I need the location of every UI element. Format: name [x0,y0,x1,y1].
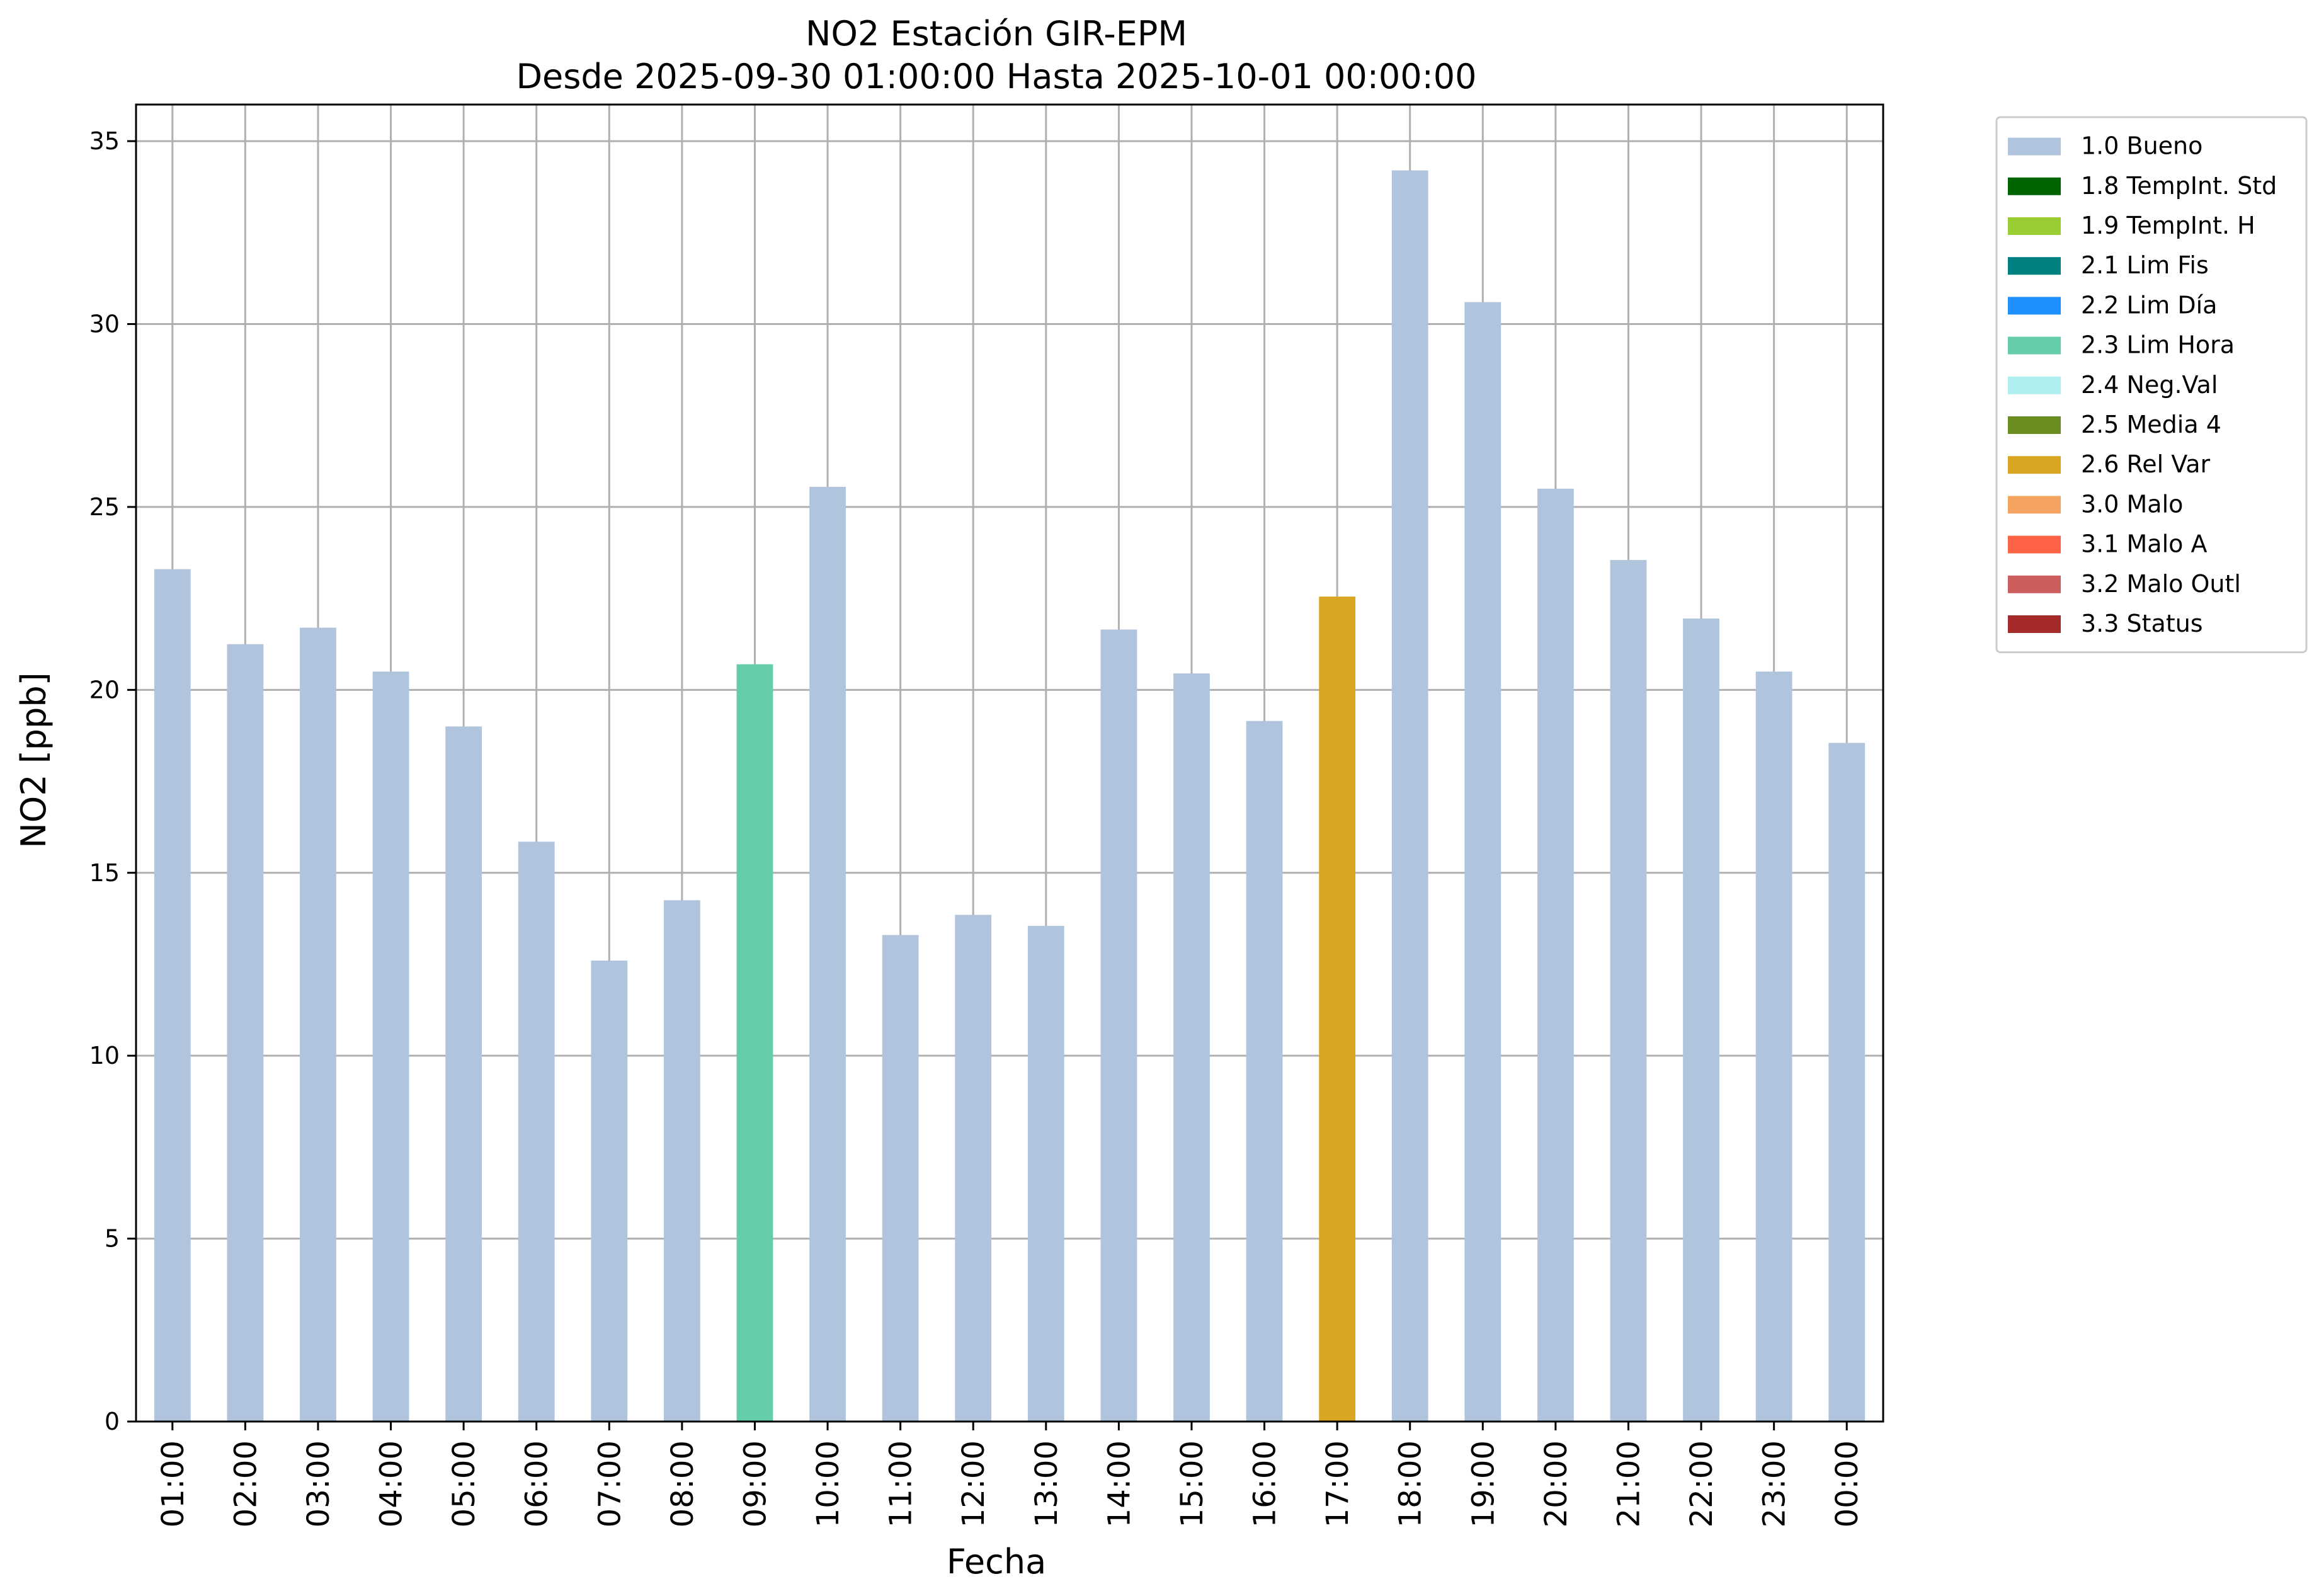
bar-1600 [1246,721,1283,1422]
y-tick-label: 10 [89,1042,120,1069]
chart-title: NO2 Estación GIR-EPM [806,14,1187,54]
bar-0600 [518,841,555,1422]
bar-0300 [300,627,336,1422]
legend-label: 2.2 Lim Día [2081,291,2217,319]
legend-swatch [2008,496,2061,514]
y-tick-label: 20 [89,676,120,704]
bar-1500 [1173,673,1210,1422]
y-tick-label: 5 [105,1225,120,1253]
bar-0400 [372,671,409,1422]
bar-0700 [591,960,628,1422]
legend-swatch [2008,297,2061,315]
y-axis-label: NO2 [ppb] [14,672,54,848]
x-tick-label: 20:00 [1539,1440,1574,1527]
x-tick-label: 08:00 [665,1440,700,1527]
y-tick-label: 15 [89,859,120,887]
y-axis: 0 5 10 15 20 25 30 35 [89,127,136,1435]
bar-2300 [1755,671,1792,1422]
y-tick-label: 25 [89,493,120,521]
legend-label: 3.1 Malo A [2081,530,2207,558]
x-tick-label: 10:00 [811,1440,846,1527]
x-tick-label: 09:00 [738,1440,773,1527]
x-tick-label: 04:00 [374,1440,409,1527]
x-tick-label: 16:00 [1248,1440,1283,1527]
y-tick-label: 0 [105,1408,120,1435]
bar-1800 [1391,170,1428,1422]
bar-0000 [1828,743,1866,1422]
x-tick-label: 14:00 [1102,1440,1137,1527]
legend-swatch [2008,336,2061,355]
x-tick-label: 17:00 [1320,1440,1355,1527]
x-axis: 01:00 02:00 03:00 04:00 05:00 06:00 07:00 08:00… [156,1422,1865,1527]
y-tick-label: 35 [89,127,120,155]
x-tick-label: 12:00 [956,1440,991,1527]
x-tick-label: 05:00 [447,1440,482,1527]
x-tick-label: 15:00 [1175,1440,1210,1527]
legend-swatch [2008,615,2061,633]
bar-0800 [663,900,700,1422]
legend-swatch [2008,177,2061,195]
x-axis-label: Fecha [947,1542,1046,1582]
legend-frame [1995,116,2308,654]
bar-2000 [1537,488,1574,1422]
legend-label: 2.3 Lim Hora [2081,331,2235,359]
x-tick-label: 06:00 [520,1440,555,1527]
x-tick-label: 18:00 [1393,1440,1428,1527]
chart-subtitle: Desde 2025-09-30 01:00:00 Hasta 2025-10-… [516,57,1476,96]
legend-label: 1.0 Bueno [2081,132,2202,160]
y-tick-label: 30 [89,311,120,338]
bar-0500 [445,726,482,1422]
legend-label: 2.6 Rel Var [2081,450,2211,478]
x-tick-label: 00:00 [1830,1440,1865,1527]
bars [154,170,1866,1422]
legend-label: 1.8 TempInt. Std [2081,172,2277,200]
x-tick-label: 02:00 [228,1440,263,1527]
legend-swatch [2008,257,2061,275]
legend-label: 2.4 Neg.Val [2081,371,2218,399]
bar-1100 [882,935,919,1422]
legend-label: 2.5 Media 4 [2081,411,2221,438]
x-tick-label: 03:00 [301,1440,336,1527]
bar-1300 [1027,925,1064,1422]
legend-label: 1.9 TempInt. H [2081,212,2255,239]
bar-1000 [809,486,846,1422]
legend-swatch [2008,217,2061,235]
legend-swatch [2008,456,2061,474]
x-tick-label: 19:00 [1466,1440,1501,1527]
x-tick-label: 21:00 [1611,1440,1646,1527]
x-tick-label: 07:00 [592,1440,627,1527]
x-tick-label: 23:00 [1757,1440,1792,1527]
legend-swatch [2008,535,2061,554]
bar-1900 [1464,302,1501,1422]
legend-label: 2.1 Lim Fis [2081,251,2209,279]
bar-0100 [154,569,191,1422]
legend: 1.0 Bueno 1.8 TempInt. Std 1.9 TempInt. H 2… [1995,116,2308,654]
x-tick-label: 22:00 [1684,1440,1719,1527]
bar-1400 [1100,629,1137,1422]
legend-label: 3.2 Malo Outl [2081,570,2241,598]
x-tick-label: 01:00 [156,1440,191,1527]
legend-swatch [2008,376,2061,394]
legend-label: 3.3 Status [2081,610,2203,637]
bar-0200 [227,644,264,1422]
bar-0900 [736,664,773,1422]
plot-frame [135,103,1884,1423]
legend-swatch [2008,416,2061,434]
legend-label: 3.0 Malo [2081,490,2183,518]
bar-2100 [1610,560,1647,1422]
legend-swatch [2008,575,2061,593]
x-tick-label: 13:00 [1029,1440,1064,1527]
x-tick-label: 11:00 [884,1440,919,1527]
legend-swatch [2008,137,2061,156]
bar-1200 [955,915,992,1422]
bar-2200 [1683,618,1719,1422]
bar-1700 [1319,596,1356,1422]
